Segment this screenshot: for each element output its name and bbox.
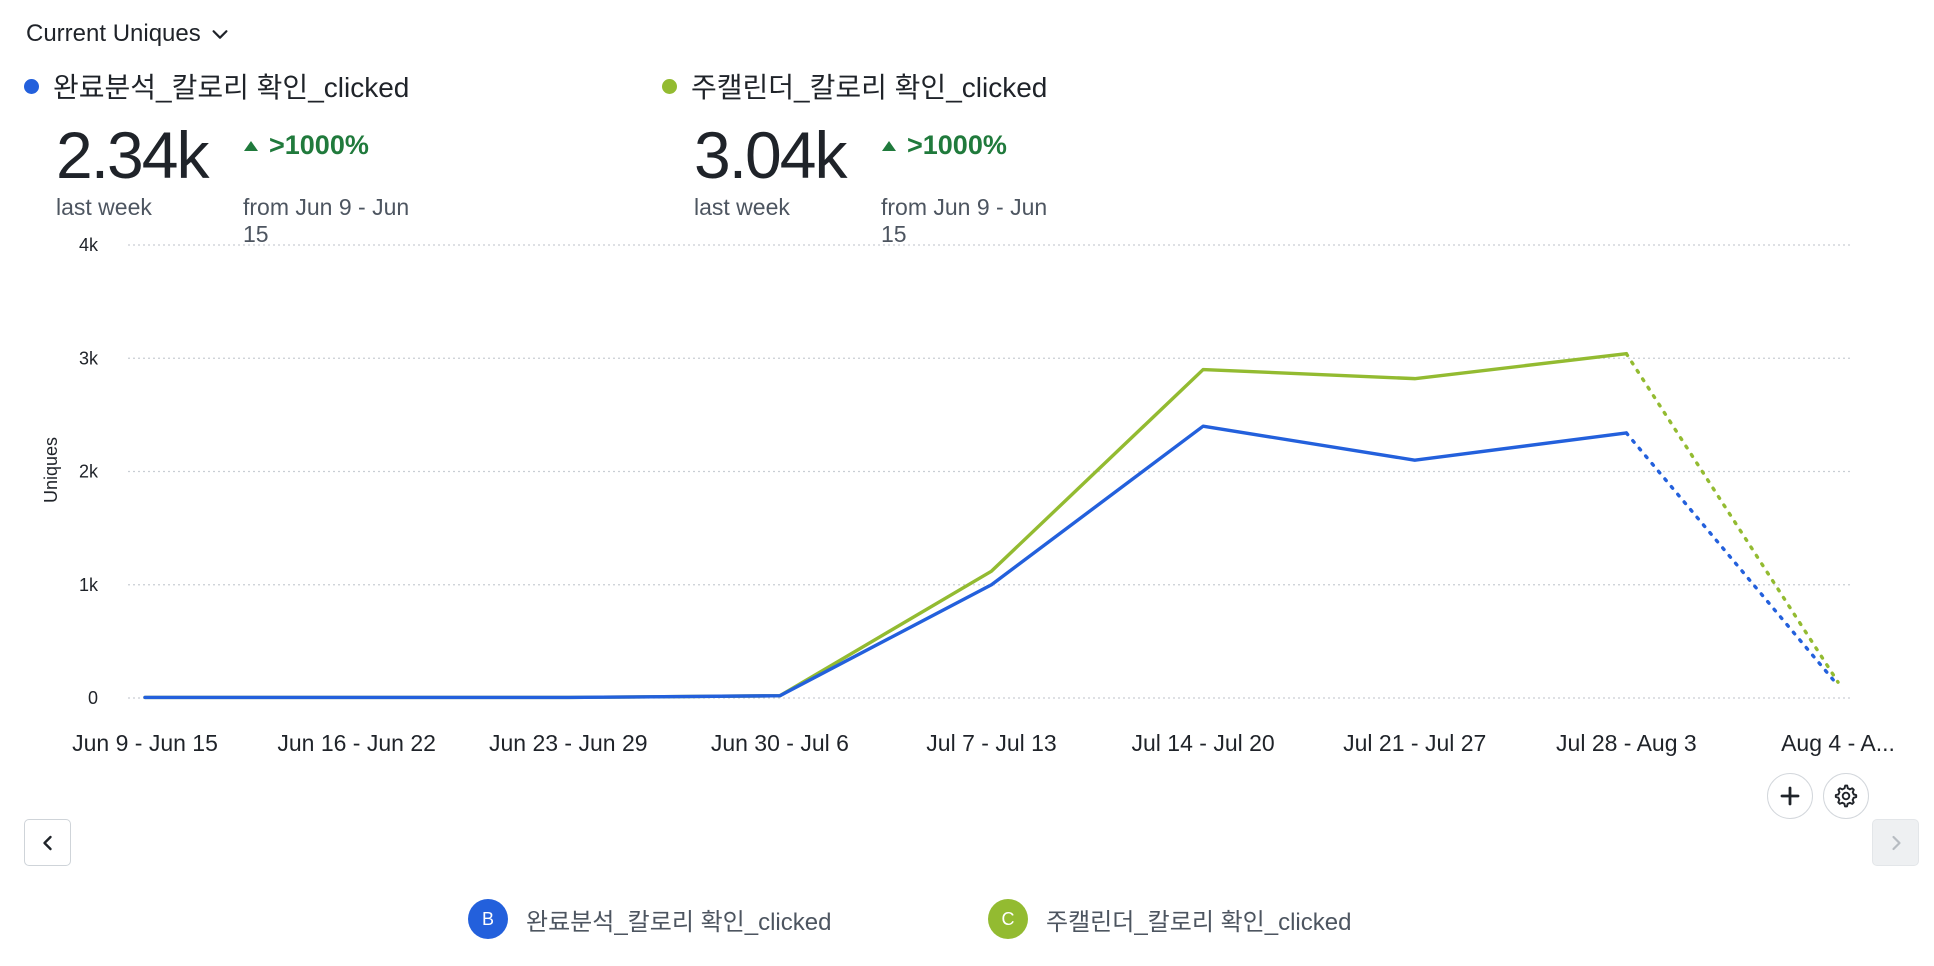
triangle-up-icon (244, 140, 258, 151)
summary-c-change: >1000% (881, 130, 1007, 161)
prev-page-button[interactable] (24, 819, 71, 866)
series-line-incomplete (1624, 352, 1840, 684)
summary-b-change: >1000% (243, 130, 369, 161)
series-dot-b (24, 78, 39, 94)
settings-button[interactable] (1823, 773, 1869, 819)
summary-b-name[interactable]: 완료분석_칼로리 확인_clicked (53, 72, 410, 103)
gear-icon (1834, 784, 1858, 808)
series-line (143, 424, 1629, 700)
y-tick-label: 0 (88, 688, 98, 708)
legend-label-b: 완료분석_칼로리 확인_clicked (526, 908, 832, 936)
chevron-right-icon (1891, 835, 1901, 850)
x-tick-label: Jul 21 - Jul 27 (1343, 730, 1486, 756)
summary-c: 주캘린더_칼로리 확인_clicked 3.04k >1000% last we… (662, 66, 1048, 247)
series-dot-c (662, 78, 677, 94)
legend-badge-c: C (988, 899, 1028, 939)
summary-b-change-value: >1000% (269, 130, 369, 160)
plus-icon (1780, 786, 1800, 806)
chevron-down-icon (212, 30, 228, 39)
legend-badge-b: B (468, 899, 508, 939)
x-tick-label: Jul 14 - Jul 20 (1132, 730, 1275, 756)
summary-c-change-label: from Jun 9 - Jun 15 (881, 194, 1048, 247)
x-tick-label: Jun 16 - Jun 22 (277, 730, 436, 756)
metric-selector[interactable]: Current Uniques (26, 20, 231, 48)
x-tick-label: Jul 28 - Aug 3 (1556, 730, 1697, 756)
add-button[interactable] (1767, 773, 1813, 819)
legend-label-c: 주캘린더_칼로리 확인_clicked (1046, 908, 1352, 936)
chevron-left-icon (42, 835, 52, 850)
summary-b-period: last week (56, 194, 152, 220)
y-tick-label: 3k (79, 348, 99, 368)
x-tick-label: Aug 4 - A... (1781, 730, 1895, 756)
summary-b: 완료분석_칼로리 확인_clicked 2.34k >1000% last we… (24, 66, 410, 247)
triangle-up-icon (882, 140, 896, 151)
legend-item-b[interactable]: B 완료분석_칼로리 확인_clicked (468, 899, 831, 939)
series-line-incomplete (1624, 431, 1840, 688)
series-line (143, 352, 1629, 700)
x-tick-label: Jun 30 - Jul 6 (711, 730, 849, 756)
summary-c-period: last week (694, 194, 790, 220)
summary-b-value: 2.34k (56, 118, 209, 192)
line-chart: 0 1k 2k 3k 4k Uniques Jun 9 - Jun 15 Jun 16 - J… (41, 235, 1895, 756)
summary-b-change-label: from Jun 9 - Jun 15 (243, 194, 410, 247)
metric-selector-label: Current Uniques (26, 20, 201, 47)
y-tick-label: 1k (79, 575, 99, 595)
legend-item-c[interactable]: C 주캘린더_칼로리 확인_clicked (988, 899, 1351, 939)
y-tick-label: 2k (79, 462, 99, 482)
y-tick-label: 4k (79, 235, 99, 255)
summary-c-name[interactable]: 주캘린더_칼로리 확인_clicked (691, 72, 1048, 103)
summary-c-change-value: >1000% (907, 130, 1007, 160)
x-tick-label: Jun 23 - Jun 29 (489, 730, 648, 756)
x-tick-label: Jul 7 - Jul 13 (926, 730, 1056, 756)
y-axis-label: Uniques (41, 437, 61, 503)
next-page-button[interactable] (1872, 819, 1919, 866)
summary-c-value: 3.04k (694, 118, 847, 192)
x-tick-label: Jun 9 - Jun 15 (72, 730, 218, 756)
